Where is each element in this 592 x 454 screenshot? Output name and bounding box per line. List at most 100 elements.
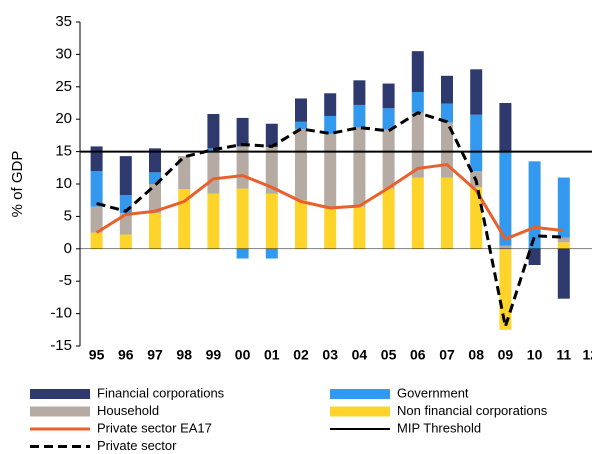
bar-segment [324, 93, 337, 116]
y-axis-label: % of GDP [9, 151, 26, 218]
x-tick-label: 97 [147, 347, 163, 363]
bar-segment [324, 134, 337, 208]
y-tick-label: 30 [55, 45, 72, 62]
y-tick-label: 15 [55, 143, 72, 160]
y-tick-label: 10 [55, 175, 72, 192]
x-tick-label: 02 [293, 347, 309, 363]
bar-segment [178, 189, 191, 249]
bar-segment [382, 108, 395, 130]
bar-segment [499, 248, 512, 330]
bar-segment [441, 177, 453, 249]
bar-segment [324, 115, 337, 135]
bar-segment [353, 127, 366, 207]
bar-segment [411, 112, 424, 178]
legend-label: Private sector EA17 [97, 420, 212, 435]
x-tick-label: 05 [381, 347, 397, 363]
bar-segment [411, 51, 424, 92]
bar-segment [119, 234, 132, 249]
bar-segment [119, 213, 132, 235]
bar-segment [207, 151, 220, 194]
legend-swatch [330, 389, 390, 399]
legend-swatch [330, 406, 390, 417]
x-tick-label: 00 [235, 347, 251, 363]
bar-segment [528, 248, 541, 265]
bar-segment [178, 156, 191, 190]
bar-segment [119, 156, 132, 196]
x-tick-label: 07 [439, 347, 455, 363]
bar-segment [411, 91, 424, 113]
bar-segment [149, 148, 161, 173]
bar-segment [557, 177, 570, 238]
bar-segment [557, 242, 570, 249]
bar-segment [265, 123, 278, 148]
bar-segment [265, 248, 278, 259]
y-tick-label: 20 [55, 110, 72, 127]
bar-segment [353, 80, 366, 105]
bar-segment [470, 187, 483, 249]
bar-segment [353, 206, 366, 249]
bar-segment [470, 69, 483, 115]
y-tick-label: 25 [55, 78, 72, 95]
bar-segment [90, 206, 103, 233]
bar-segment [236, 188, 249, 249]
y-tick-label: 35 [55, 13, 72, 30]
bar-segment [90, 146, 103, 172]
bar-segment [499, 245, 512, 249]
bar-segment [382, 188, 395, 249]
bar-segment [207, 114, 220, 149]
bar-segment [236, 248, 249, 259]
y-tick-label: 0 [64, 240, 72, 257]
y-tick-label: -5 [59, 272, 72, 289]
bar-segment [207, 193, 220, 249]
bar-segment [382, 83, 395, 109]
bar-segment [149, 213, 161, 249]
y-tick-label: 5 [64, 207, 72, 224]
bar-segment [470, 114, 483, 172]
bar-segment [557, 237, 570, 243]
x-tick-label: 09 [498, 347, 514, 363]
x-tick-label: 96 [118, 347, 134, 363]
bar-segment [499, 151, 512, 246]
bar-segment [90, 232, 103, 249]
legend-label: MIP Threshold [397, 420, 481, 435]
legend-label: Government [397, 385, 469, 400]
bar-segment [295, 121, 307, 129]
legend-label: Private sector [97, 438, 177, 453]
bar-segment [295, 128, 307, 201]
bar-segment [265, 147, 278, 194]
legend-swatch [30, 389, 90, 399]
legend-label: Non financial corporations [397, 403, 548, 418]
x-tick-label: 03 [322, 347, 338, 363]
legend-label: Household [97, 403, 159, 418]
y-tick-label: -10 [50, 305, 72, 322]
x-tick-label: 99 [206, 347, 222, 363]
bar-segment [236, 146, 249, 189]
x-tick-label: 12* [582, 347, 592, 363]
bar-segment [295, 200, 307, 249]
legend-swatch [30, 406, 90, 417]
x-tick-label: 11 [556, 347, 571, 363]
x-tick-label: 10 [527, 347, 543, 363]
bar-segment [265, 193, 278, 249]
x-tick-label: 01 [264, 347, 280, 363]
bar-segment [149, 184, 161, 214]
legend-label: Financial corporations [97, 385, 225, 400]
bar-segment [236, 117, 249, 147]
x-tick-label: 06 [410, 347, 426, 363]
bar-segment [557, 248, 570, 299]
bar-segment [411, 177, 424, 249]
bar-segment [441, 103, 453, 123]
bar-segment [324, 207, 337, 249]
y-tick-label: -15 [50, 337, 72, 354]
bar-segment [149, 172, 161, 184]
bar-segment [382, 129, 395, 189]
x-tick-label: 04 [352, 347, 368, 363]
x-tick-label: 95 [89, 347, 105, 363]
bar-segment [90, 171, 103, 207]
bar-segment [499, 103, 512, 152]
line-series [95, 163, 564, 241]
bar-segment [353, 104, 366, 128]
x-tick-label: 08 [468, 347, 484, 363]
x-tick-label: 98 [176, 347, 192, 363]
